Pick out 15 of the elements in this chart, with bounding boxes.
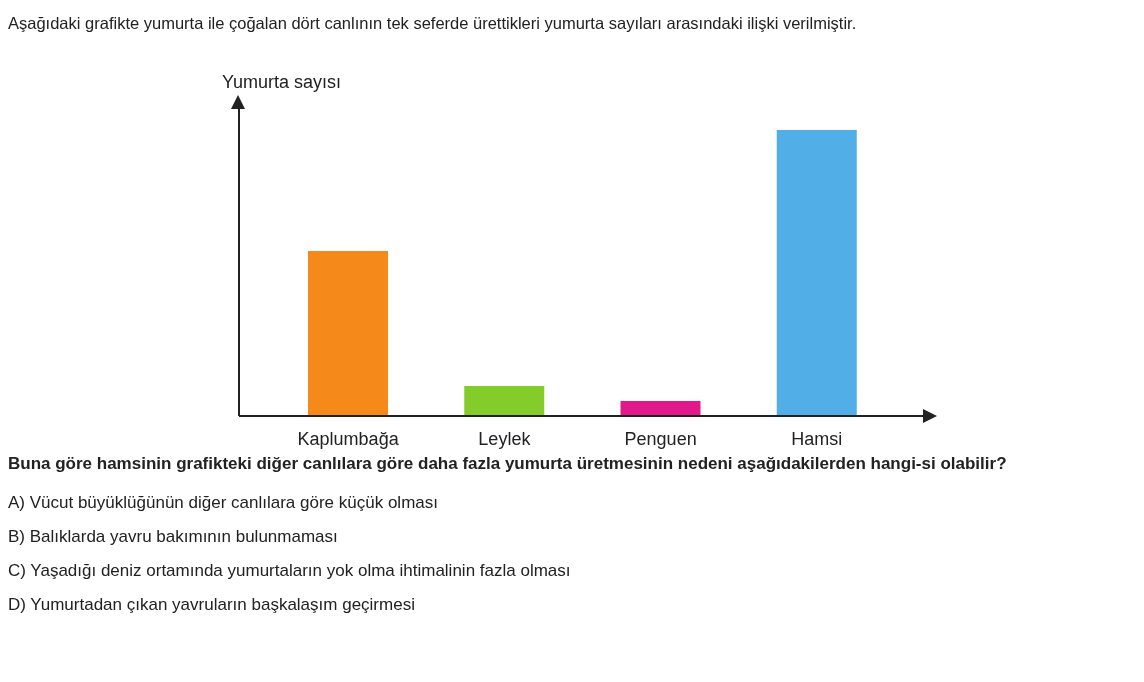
x-tick-label: Leylek [478, 428, 532, 449]
text: B) Balıklarda yavru bakımının bulunmaması [8, 526, 339, 548]
bar [776, 129, 857, 416]
text: Buna göre hamsinin grafikteki diğer canlılara göre daha fazla yumurta üretmesinin nedeni aşağıdakilerden hangi-si olabilir? [8, 453, 1008, 475]
bar [464, 385, 545, 416]
x-tick-label: Hamsi [791, 428, 843, 449]
bar [308, 250, 388, 416]
y-axis-title: Yumurta sayısı [222, 72, 342, 93]
text: A) Vücut büyüklüğünün diğer canlılara göre küçük olması [8, 492, 439, 514]
text: C) Yaşadığı deniz ortamında yumurtaların yok olma ihtimalinin fazla olması [8, 560, 572, 582]
x-tick-label: Penguen [624, 428, 697, 449]
x-tick-label: Kaplumbağa [297, 428, 400, 449]
text: D) Yumurtadan çıkan yavruların başkalaşım geçirmesi [8, 594, 416, 616]
bar [620, 401, 701, 416]
chart-title: Aşağıdaki grafikte yumurta ile çoğalan dört canlının tek seferde ürettikleri yumurta sayıları arasındaki ilişki verilmiştir. [8, 14, 857, 33]
